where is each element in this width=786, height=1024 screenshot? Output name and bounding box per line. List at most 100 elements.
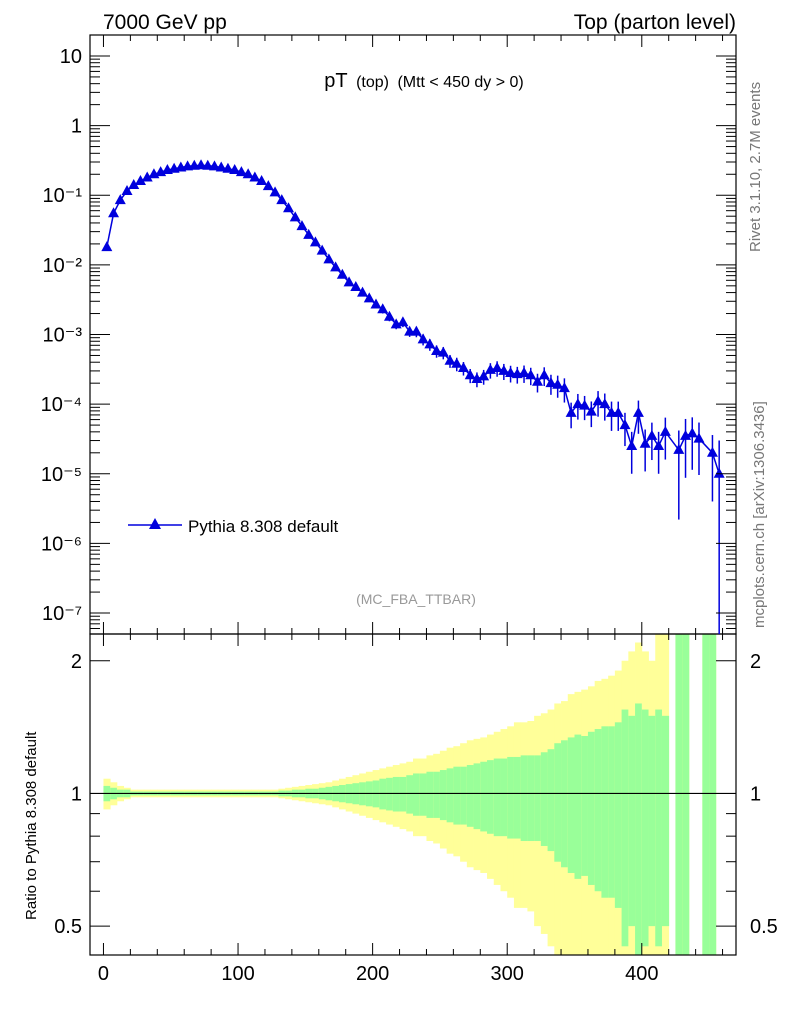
data-point <box>505 366 517 377</box>
ratio-band-inner <box>399 776 407 812</box>
ratio-band-inner <box>460 766 468 825</box>
ratio-y-tick-label-right: 1 <box>750 783 761 805</box>
data-point <box>464 369 476 380</box>
data-point <box>357 286 369 297</box>
data-point <box>424 338 436 349</box>
header-right: Top (parton level) <box>574 11 736 34</box>
data-point <box>229 164 241 175</box>
data-point <box>222 162 234 173</box>
ratio-band-inner <box>513 756 522 839</box>
data-point <box>141 171 153 182</box>
data-point <box>323 253 335 264</box>
ratio-band-inner <box>614 722 623 908</box>
ratio-band-inner <box>601 726 609 898</box>
data-point <box>330 261 342 272</box>
data-point <box>235 166 247 177</box>
ratio-band-inner <box>379 778 387 810</box>
data-point <box>478 370 490 381</box>
data-point <box>262 180 274 191</box>
ratio-band-inner <box>439 770 448 821</box>
plot-title: pT (top) (Mtt < 450 dy > 0) <box>324 70 523 92</box>
ratio-band-inner <box>466 765 474 827</box>
data-point <box>592 395 604 406</box>
ratio-band-inner <box>702 634 710 955</box>
data-point <box>215 161 227 172</box>
data-point <box>686 427 698 438</box>
data-point <box>706 446 718 457</box>
y-tick-label: 1 <box>71 116 82 138</box>
ratio-band-inner <box>527 755 535 842</box>
data-point <box>256 175 268 186</box>
ratio-band-inner <box>594 729 602 892</box>
legend-marker <box>149 518 161 529</box>
header-left: 7000 GeV pp <box>103 11 227 34</box>
x-tick-label: 100 <box>221 963 254 985</box>
ratio-y-tick-label: 0.5 <box>54 916 82 938</box>
ratio-frame <box>89 633 737 956</box>
data-point <box>383 310 395 321</box>
data-point <box>202 159 214 170</box>
data-point <box>410 325 422 336</box>
data-point <box>289 211 301 222</box>
analysis-label: (MC_FBA_TTBAR) <box>356 591 476 607</box>
ratio-band-inner <box>661 715 670 927</box>
data-point <box>309 236 321 247</box>
y-tick-label: 10⁻³ <box>43 325 83 347</box>
ratio-y-tick-label-right: 0.5 <box>750 916 778 938</box>
ratio-band-inner <box>500 758 508 837</box>
legend-label: Pythia 8.308 default <box>188 517 339 536</box>
data-point <box>370 298 382 309</box>
ratio-band-inner <box>433 771 441 818</box>
data-point <box>350 281 362 292</box>
data-point <box>296 220 308 231</box>
data-point <box>525 369 537 380</box>
legend: Pythia 8.308 default <box>128 517 339 536</box>
ratio-band-inner <box>426 771 434 818</box>
ratio-band-inner <box>628 715 636 927</box>
ratio-y-tick-label: 2 <box>71 651 82 673</box>
data-point <box>397 316 409 327</box>
data-point <box>653 440 665 451</box>
ratio-ylabel: Ratio to Pythia 8.308 default <box>23 731 40 920</box>
ratio-band-inner <box>480 761 488 832</box>
y-tick-label: 10⁻¹ <box>43 185 83 207</box>
data-point <box>437 346 449 357</box>
ratio-band-inner <box>534 755 542 842</box>
data-point <box>134 175 146 186</box>
data-point <box>114 194 126 205</box>
y-tick-label: 10⁻⁵ <box>41 464 82 486</box>
y-tick-label: 10⁻² <box>43 255 83 277</box>
data-point <box>417 333 429 344</box>
data-point <box>545 377 557 388</box>
ratio-band-inner <box>581 735 589 876</box>
data-point <box>457 362 469 373</box>
data-point <box>565 406 577 417</box>
y-tick-label: 10⁻⁴ <box>41 394 82 416</box>
data-point <box>208 160 220 171</box>
ratio-band-inner <box>621 709 629 947</box>
data-point <box>276 194 288 205</box>
data-point <box>269 186 281 197</box>
ratio-band-inner <box>406 775 414 814</box>
data-point <box>303 228 315 239</box>
data-point <box>101 241 113 252</box>
title-sub1: (top) <box>356 74 389 91</box>
axis-ticks: 0 100 200 300 400 10 1 10⁻¹ 10⁻² 10⁻³ 10⁻⁴ 10⁻⁵ 10⁻⁶… <box>41 34 778 985</box>
data-point <box>377 303 389 314</box>
ratio-band-inner <box>608 726 616 898</box>
title-main: pT <box>324 70 347 92</box>
data-point <box>558 382 570 393</box>
ratio-band-inner <box>641 709 649 947</box>
data-point <box>471 372 483 383</box>
x-tick-label: 300 <box>491 963 524 985</box>
ratio-band-inner <box>675 634 683 955</box>
series-pythia <box>101 159 725 634</box>
ratio-band-inner <box>540 752 548 846</box>
ratio-band-inner <box>554 743 562 862</box>
data-point <box>579 399 591 410</box>
ratio-y-tick-label-right: 2 <box>750 651 761 673</box>
ratio-band-inner <box>655 709 663 947</box>
data-point <box>195 159 207 170</box>
data-point <box>612 406 624 417</box>
